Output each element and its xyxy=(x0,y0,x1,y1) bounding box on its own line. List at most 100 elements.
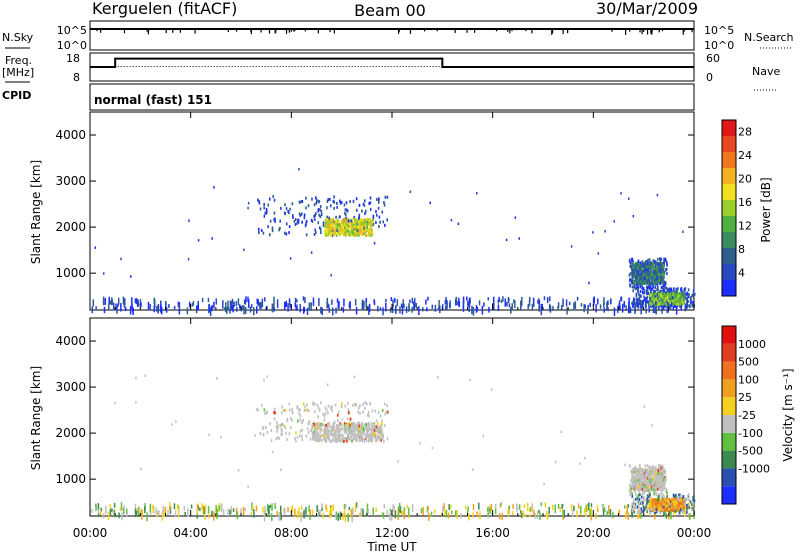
power-echo-pixel xyxy=(256,198,259,202)
power-echo-pixel xyxy=(631,262,634,266)
power-echo-pixel xyxy=(359,227,362,231)
power-echo-pixel xyxy=(332,227,334,231)
power-echo-pixel xyxy=(631,271,633,275)
power-echo-pixel xyxy=(336,201,338,205)
velocity-echo-pixel xyxy=(183,505,186,511)
velocity-echo-pixel xyxy=(314,425,317,429)
power-echo-pixel xyxy=(642,291,644,295)
power-echo-pixel xyxy=(364,219,367,223)
velocity-echo-pixel xyxy=(644,470,647,474)
velocity-echo-pixel xyxy=(579,462,581,465)
power-echo-pixel xyxy=(153,297,156,305)
power-echo-pixel xyxy=(650,264,653,268)
power-echo-pixel xyxy=(130,275,132,278)
power-echo-pixel xyxy=(386,218,389,222)
power-echo-pixel xyxy=(685,292,687,296)
power-echo-pixel xyxy=(671,299,674,303)
power-echo-pixel xyxy=(651,292,654,296)
velocity-echo-pixel xyxy=(158,512,160,517)
velocity-echo-pixel xyxy=(657,469,660,473)
velocity-echo-pixel xyxy=(281,432,283,436)
velocity-echo-pixel xyxy=(140,510,143,520)
power-echo-pixel xyxy=(511,303,514,311)
velocity-echo-pixel xyxy=(349,417,352,421)
velocity-echo-pixel xyxy=(271,450,274,454)
power-echo-pixel xyxy=(191,302,194,307)
power-echo-pixel xyxy=(411,297,414,304)
velocity-echo-pixel xyxy=(287,507,289,513)
power-echo-pixel xyxy=(289,303,291,309)
power-echo-pixel xyxy=(672,302,675,306)
power-echo-pixel xyxy=(653,292,655,296)
power-echo-pixel xyxy=(643,299,645,303)
velocity-echo-pixel xyxy=(339,429,342,433)
velocity-echo-pixel xyxy=(364,433,367,437)
power-echo-pixel xyxy=(353,217,356,221)
velocity-echo-pixel xyxy=(280,411,283,415)
power-echo-pixel xyxy=(173,305,176,311)
velocity-echo-pixel xyxy=(363,439,366,443)
power-echo-pixel xyxy=(273,218,275,222)
power-echo-pixel xyxy=(664,304,666,308)
velocity-echo-pixel xyxy=(112,509,114,514)
power-echo-pixel xyxy=(260,228,263,232)
power-echo-pixel xyxy=(92,299,95,307)
power-echo-pixel xyxy=(659,300,662,304)
velocity-echo-pixel xyxy=(427,512,430,521)
power-echo-pixel xyxy=(639,290,642,294)
velocity-echo-pixel xyxy=(362,436,364,440)
velocity-echo-pixel xyxy=(176,504,179,510)
power-echo-pixel xyxy=(641,264,643,268)
power-echo-pixel xyxy=(441,304,444,310)
velocity-echo-pixel xyxy=(332,433,334,437)
power-echo-pixel xyxy=(108,303,110,311)
power-echo-pixel xyxy=(288,298,291,303)
power-echo-pixel xyxy=(215,298,218,305)
velocity-echo-pixel xyxy=(648,495,650,499)
power-echo-pixel xyxy=(285,222,288,226)
power-echo-pixel xyxy=(335,227,337,231)
power-echo-pixel xyxy=(661,299,664,303)
velocity-echo-pixel xyxy=(330,507,332,515)
velocity-echo-pixel xyxy=(367,429,370,433)
power-echo-pixel xyxy=(271,303,274,313)
velocity-echo-pixel xyxy=(95,504,97,511)
power-echo-pixel xyxy=(315,196,317,200)
power-echo-pixel xyxy=(633,269,635,273)
power-echo-pixel xyxy=(680,289,683,293)
power-echo-pixel xyxy=(371,223,373,227)
power-echo-pixel xyxy=(258,201,261,205)
power-echo-pixel xyxy=(636,268,638,272)
velocity-echo-pixel xyxy=(204,513,206,520)
velocity-echo-pixel xyxy=(296,405,299,409)
power-echo-pixel xyxy=(587,307,589,315)
power-echo-pixel xyxy=(344,220,347,224)
power-echo-pixel xyxy=(603,307,606,313)
power-echo-pixel xyxy=(354,219,356,223)
power-echo-pixel xyxy=(351,230,354,234)
power-echo-pixel xyxy=(354,232,357,236)
velocity-echo-pixel xyxy=(355,425,357,429)
velocity-echo-pixel xyxy=(254,434,256,437)
velocity-echo-pixel xyxy=(170,423,173,426)
velocity-echo-pixel xyxy=(316,422,318,426)
velocity-echo-pixel xyxy=(609,509,612,517)
power-colorbar-swatch xyxy=(722,184,736,200)
velocity-echo-pixel xyxy=(317,415,319,419)
power-colorbar-tick: 16 xyxy=(738,196,752,209)
power-echo-pixel xyxy=(339,227,342,231)
velocity-echo-pixel xyxy=(667,498,670,502)
power-colorbar-swatch xyxy=(722,168,736,184)
power-echo-pixel xyxy=(267,225,269,229)
power-echo-pixel xyxy=(371,221,373,225)
velocity-echo-pixel xyxy=(318,424,320,428)
velocity-echo-pixel xyxy=(490,388,493,391)
power-echo-pixel xyxy=(342,226,345,230)
velocity-echo-pixel xyxy=(642,505,645,509)
power-echo-pixel xyxy=(365,230,367,234)
power-echo-pixel xyxy=(245,306,247,314)
velocity-echo-pixel xyxy=(646,494,649,498)
velocity-echo-pixel xyxy=(255,505,258,512)
power-echo-pixel xyxy=(659,291,662,295)
power-echo-pixel xyxy=(116,306,118,314)
